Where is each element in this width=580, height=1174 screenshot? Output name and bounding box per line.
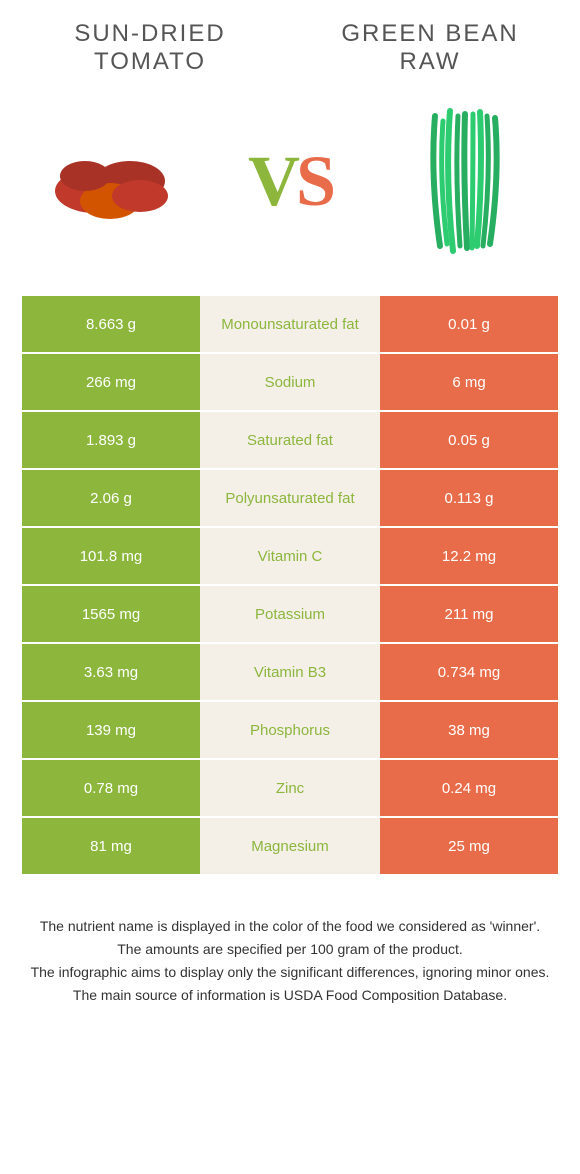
footer-notes: The nutrient name is displayed in the co… xyxy=(0,876,580,1006)
left-value: 101.8 mg xyxy=(22,528,200,584)
right-food-image xyxy=(380,96,550,266)
nutrient-label: Potassium xyxy=(200,586,380,642)
left-value: 8.663 g xyxy=(22,296,200,352)
footer-line: The amounts are specified per 100 gram o… xyxy=(30,939,550,960)
vs-label: VS xyxy=(248,140,332,223)
footer-line: The infographic aims to display only the… xyxy=(30,962,550,983)
right-value: 0.113 g xyxy=(380,470,558,526)
nutrient-label: Sodium xyxy=(200,354,380,410)
footer-line: The nutrient name is displayed in the co… xyxy=(30,916,550,937)
nutrient-label: Polyunsaturated fat xyxy=(200,470,380,526)
table-row: 139 mgPhosphorus38 mg xyxy=(22,702,558,760)
nutrient-label: Zinc xyxy=(200,760,380,816)
left-value: 81 mg xyxy=(22,818,200,874)
vs-s: S xyxy=(296,141,332,221)
table-row: 3.63 mgVitamin B30.734 mg xyxy=(22,644,558,702)
right-food-title: GREEN BEAN RAW xyxy=(320,20,540,76)
nutrient-label: Magnesium xyxy=(200,818,380,874)
right-value: 211 mg xyxy=(380,586,558,642)
nutrient-label: Vitamin C xyxy=(200,528,380,584)
table-row: 81 mgMagnesium25 mg xyxy=(22,818,558,876)
header: SUN-DRIED TOMATO GREEN BEAN RAW xyxy=(0,0,580,86)
right-value: 0.24 mg xyxy=(380,760,558,816)
left-food-image xyxy=(30,96,200,266)
nutrient-label: Vitamin B3 xyxy=(200,644,380,700)
nutrient-label: Phosphorus xyxy=(200,702,380,758)
left-value: 266 mg xyxy=(22,354,200,410)
nutrient-label: Saturated fat xyxy=(200,412,380,468)
table-row: 2.06 gPolyunsaturated fat0.113 g xyxy=(22,470,558,528)
table-row: 1565 mgPotassium211 mg xyxy=(22,586,558,644)
left-value: 0.78 mg xyxy=(22,760,200,816)
right-value: 12.2 mg xyxy=(380,528,558,584)
right-value: 0.05 g xyxy=(380,412,558,468)
left-value: 2.06 g xyxy=(22,470,200,526)
table-row: 8.663 gMonounsaturated fat0.01 g xyxy=(22,296,558,354)
right-value: 6 mg xyxy=(380,354,558,410)
right-value: 25 mg xyxy=(380,818,558,874)
table-row: 0.78 mgZinc0.24 mg xyxy=(22,760,558,818)
table-row: 101.8 mgVitamin C12.2 mg xyxy=(22,528,558,586)
vs-v: V xyxy=(248,141,296,221)
footer-line: The main source of information is USDA F… xyxy=(30,985,550,1006)
images-row: VS xyxy=(0,86,580,296)
table-row: 1.893 gSaturated fat0.05 g xyxy=(22,412,558,470)
left-value: 1.893 g xyxy=(22,412,200,468)
left-value: 139 mg xyxy=(22,702,200,758)
right-value: 0.01 g xyxy=(380,296,558,352)
table-row: 266 mgSodium6 mg xyxy=(22,354,558,412)
right-value: 38 mg xyxy=(380,702,558,758)
nutrient-label: Monounsaturated fat xyxy=(200,296,380,352)
left-value: 3.63 mg xyxy=(22,644,200,700)
comparison-table: 8.663 gMonounsaturated fat0.01 g266 mgSo… xyxy=(22,296,558,876)
left-value: 1565 mg xyxy=(22,586,200,642)
right-value: 0.734 mg xyxy=(380,644,558,700)
left-food-title: SUN-DRIED TOMATO xyxy=(40,20,260,76)
